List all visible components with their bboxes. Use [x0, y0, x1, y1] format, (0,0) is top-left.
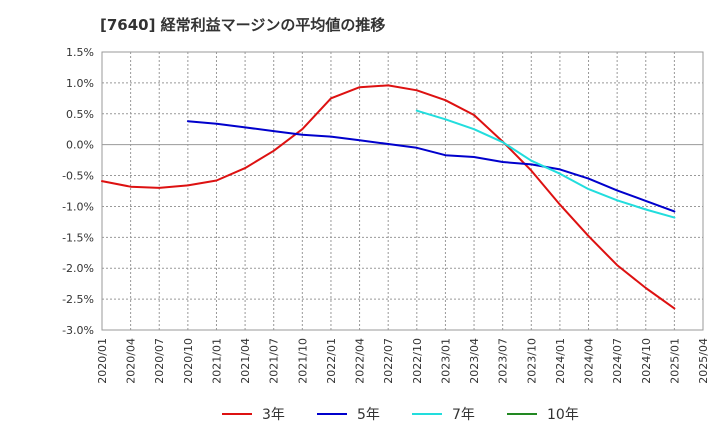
x-tick-label: 2022/10 — [411, 338, 424, 384]
x-tick-label: 2023/07 — [497, 338, 510, 384]
x-tick-label: 2022/01 — [325, 338, 338, 384]
y-axis: 1.5% 1.0% 0.5% 0.0% -0.5% -1.0% -1.5% -2.0% -2.5… — [62, 46, 94, 337]
y-tick-label: -2.0% — [62, 262, 94, 275]
x-tick-label: 2024/10 — [640, 338, 653, 384]
y-tick-label: 0.5% — [66, 108, 94, 121]
y-tick-label: -3.0% — [62, 324, 94, 337]
x-tick-label: 2022/07 — [382, 338, 395, 384]
series-line-7年 — [415, 109, 676, 219]
y-tick-label: 0.0% — [66, 139, 94, 152]
x-tick-label: 2021/10 — [296, 338, 309, 384]
legend-label: 10年 — [547, 407, 579, 423]
x-tick-label: 2024/01 — [554, 338, 567, 384]
y-tick-label: 1.5% — [66, 46, 94, 59]
plot-area — [101, 51, 704, 331]
x-tick-label: 2021/01 — [210, 338, 223, 384]
y-tick-label: -0.5% — [62, 170, 94, 183]
x-tick-label: 2020/10 — [182, 338, 195, 384]
x-tick-label: 2025/01 — [668, 338, 681, 384]
x-tick-label: 2020/04 — [125, 338, 138, 384]
x-tick-label: 2022/04 — [354, 338, 367, 384]
chart-title: [7640] 経常利益マージンの平均値の推移 — [100, 16, 385, 34]
legend: 3年 5年 7年 10年 — [222, 407, 579, 423]
legend-label: 5年 — [357, 407, 380, 423]
x-tick-label: 2021/07 — [268, 338, 281, 384]
y-tick-label: -1.5% — [62, 231, 94, 244]
series-lines — [101, 84, 676, 310]
x-tick-label: 2020/07 — [153, 338, 166, 384]
series-line-3年 — [101, 84, 676, 310]
y-tick-label: 1.0% — [66, 77, 94, 90]
x-tick-label: 2020/01 — [96, 338, 109, 384]
x-tick-label: 2024/04 — [583, 338, 596, 384]
x-tick-label: 2023/04 — [468, 338, 481, 384]
y-tick-label: -1.0% — [62, 200, 94, 213]
x-tick-label: 2024/07 — [611, 338, 624, 384]
series-line-5年 — [186, 120, 676, 213]
legend-label: 7年 — [452, 407, 475, 423]
y-tick-label: -2.5% — [62, 293, 94, 306]
x-tick-label: 2023/10 — [525, 338, 538, 384]
x-tick-label: 2023/01 — [439, 338, 452, 384]
x-tick-label: 2025/04 — [697, 338, 710, 384]
legend-label: 3年 — [262, 407, 285, 423]
grid-lines — [101, 51, 704, 331]
x-axis: 2020/01 2020/04 2020/07 2020/10 2021/01 2021/… — [96, 338, 710, 384]
x-tick-label: 2021/04 — [239, 338, 252, 384]
